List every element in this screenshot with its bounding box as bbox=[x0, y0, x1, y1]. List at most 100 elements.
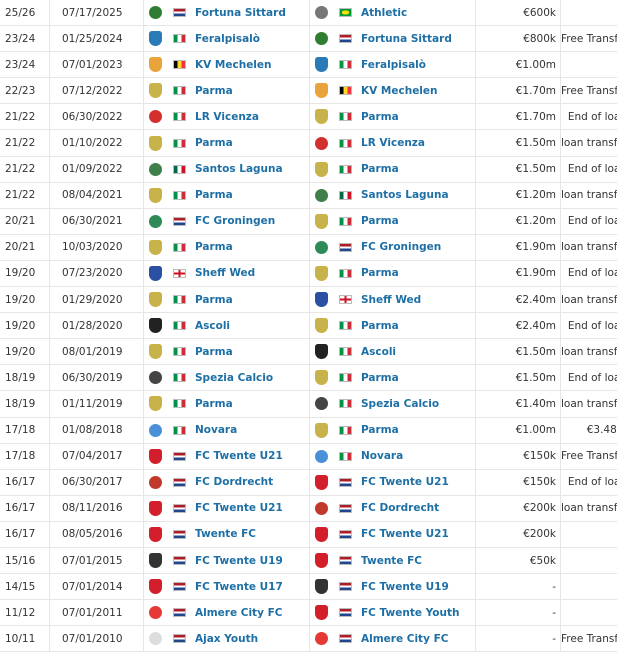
to-club-link[interactable]: KV Mechelen bbox=[361, 85, 438, 97]
club-crest-icon[interactable] bbox=[315, 423, 328, 438]
club-crest-icon[interactable] bbox=[149, 344, 162, 359]
club-crest-icon[interactable] bbox=[149, 396, 162, 411]
transfer-fee[interactable]: End of loan bbox=[561, 156, 617, 182]
transfer-fee[interactable]: End of loan bbox=[561, 260, 617, 286]
club-crest-icon[interactable] bbox=[149, 31, 162, 46]
club-crest-icon[interactable] bbox=[149, 188, 162, 203]
to-club-link[interactable]: Fortuna Sittard bbox=[361, 33, 452, 45]
club-crest-icon[interactable] bbox=[149, 318, 162, 333]
to-club-link[interactable]: Spezia Calcio bbox=[361, 398, 439, 410]
from-club-link[interactable]: Ascoli bbox=[195, 320, 230, 332]
from-club-link[interactable]: Santos Laguna bbox=[195, 163, 283, 175]
from-club-link[interactable]: Almere City FC bbox=[195, 607, 282, 619]
from-club-link[interactable]: Parma bbox=[195, 85, 233, 97]
to-club-link[interactable]: Parma bbox=[361, 163, 399, 175]
club-crest-icon[interactable] bbox=[315, 527, 328, 542]
club-crest-icon[interactable] bbox=[149, 579, 162, 594]
from-club-link[interactable]: FC Twente U21 bbox=[195, 502, 283, 514]
from-club-link[interactable]: Parma bbox=[195, 189, 233, 201]
transfer-fee[interactable]: loan transfer bbox=[561, 495, 617, 521]
club-crest-icon[interactable] bbox=[149, 83, 162, 98]
transfer-fee[interactable]: Free Transfer bbox=[561, 626, 617, 652]
from-club-link[interactable]: Sheff Wed bbox=[195, 267, 255, 279]
club-crest-icon[interactable] bbox=[315, 214, 328, 229]
club-crest-icon[interactable] bbox=[149, 606, 162, 619]
from-club-link[interactable]: Novara bbox=[195, 424, 237, 436]
to-club-link[interactable]: Twente FC bbox=[361, 555, 422, 567]
transfer-fee[interactable]: loan transfer bbox=[561, 130, 617, 156]
transfer-fee[interactable]: loan transfer bbox=[561, 391, 617, 417]
to-club-link[interactable]: FC Groningen bbox=[361, 241, 441, 253]
club-crest-icon[interactable] bbox=[315, 292, 328, 307]
club-crest-icon[interactable] bbox=[149, 632, 162, 645]
club-crest-icon[interactable] bbox=[149, 6, 162, 19]
club-crest-icon[interactable] bbox=[315, 397, 328, 410]
club-crest-icon[interactable] bbox=[315, 502, 328, 515]
club-crest-icon[interactable] bbox=[315, 6, 328, 19]
from-club-link[interactable]: Parma bbox=[195, 241, 233, 253]
to-club-link[interactable]: FC Twente U19 bbox=[361, 581, 449, 593]
club-crest-icon[interactable] bbox=[315, 109, 328, 124]
club-crest-icon[interactable] bbox=[149, 424, 162, 437]
club-crest-icon[interactable] bbox=[315, 579, 328, 594]
transfer-fee[interactable]: End of loan bbox=[561, 469, 617, 495]
transfer-fee[interactable]: loan transfer bbox=[561, 339, 617, 365]
transfer-fee[interactable]: loan transfer bbox=[561, 234, 617, 260]
club-crest-icon[interactable] bbox=[149, 553, 162, 568]
club-crest-icon[interactable] bbox=[315, 57, 328, 72]
transfer-fee[interactable]: €3.48m bbox=[561, 417, 617, 443]
from-club-link[interactable]: Parma bbox=[195, 137, 233, 149]
from-club-link[interactable]: Ajax Youth bbox=[195, 633, 258, 645]
to-club-link[interactable]: Almere City FC bbox=[361, 633, 448, 645]
club-crest-icon[interactable] bbox=[315, 605, 328, 620]
to-club-link[interactable]: Parma bbox=[361, 267, 399, 279]
to-club-link[interactable]: FC Twente U21 bbox=[361, 528, 449, 540]
club-crest-icon[interactable] bbox=[315, 137, 328, 150]
club-crest-icon[interactable] bbox=[315, 475, 328, 490]
from-club-link[interactable]: Parma bbox=[195, 294, 233, 306]
club-crest-icon[interactable] bbox=[149, 163, 162, 176]
to-club-link[interactable]: Parma bbox=[361, 372, 399, 384]
transfer-fee[interactable]: End of loan bbox=[561, 104, 617, 130]
club-crest-icon[interactable] bbox=[149, 527, 162, 542]
transfer-fee[interactable]: Free Transfer bbox=[561, 26, 617, 52]
from-club-link[interactable]: Spezia Calcio bbox=[195, 372, 273, 384]
to-club-link[interactable]: FC Twente Youth bbox=[361, 607, 459, 619]
transfer-fee[interactable]: loan transfer bbox=[561, 182, 617, 208]
from-club-link[interactable]: FC Twente U17 bbox=[195, 581, 283, 593]
to-club-link[interactable]: LR Vicenza bbox=[361, 137, 425, 149]
transfer-fee[interactable]: End of loan bbox=[561, 313, 617, 339]
to-club-link[interactable]: Athletic bbox=[361, 7, 407, 19]
transfer-fee[interactable]: Free Transfer bbox=[561, 78, 617, 104]
to-club-link[interactable]: Parma bbox=[361, 215, 399, 227]
transfer-fee[interactable]: End of loan bbox=[561, 208, 617, 234]
club-crest-icon[interactable] bbox=[315, 32, 328, 45]
club-crest-icon[interactable] bbox=[149, 136, 162, 151]
from-club-link[interactable]: Parma bbox=[195, 398, 233, 410]
club-crest-icon[interactable] bbox=[315, 189, 328, 202]
club-crest-icon[interactable] bbox=[315, 450, 328, 463]
club-crest-icon[interactable] bbox=[315, 344, 328, 359]
club-crest-icon[interactable] bbox=[149, 240, 162, 255]
from-club-link[interactable]: FC Groningen bbox=[195, 215, 275, 227]
from-club-link[interactable]: KV Mechelen bbox=[195, 59, 272, 71]
from-club-link[interactable]: FC Dordrecht bbox=[195, 476, 273, 488]
to-club-link[interactable]: Sheff Wed bbox=[361, 294, 421, 306]
from-club-link[interactable]: Fortuna Sittard bbox=[195, 7, 286, 19]
club-crest-icon[interactable] bbox=[149, 266, 162, 281]
club-crest-icon[interactable] bbox=[149, 110, 162, 123]
from-club-link[interactable]: Feralpisalò bbox=[195, 33, 260, 45]
from-club-link[interactable]: FC Twente U19 bbox=[195, 555, 283, 567]
transfer-fee[interactable]: Free Transfer bbox=[561, 443, 617, 469]
club-crest-icon[interactable] bbox=[315, 241, 328, 254]
to-club-link[interactable]: Novara bbox=[361, 450, 403, 462]
club-crest-icon[interactable] bbox=[149, 371, 162, 384]
club-crest-icon[interactable] bbox=[315, 553, 328, 568]
to-club-link[interactable]: Parma bbox=[361, 320, 399, 332]
to-club-link[interactable]: FC Twente U21 bbox=[361, 476, 449, 488]
club-crest-icon[interactable] bbox=[149, 501, 162, 516]
club-crest-icon[interactable] bbox=[315, 266, 328, 281]
club-crest-icon[interactable] bbox=[315, 83, 328, 98]
club-crest-icon[interactable] bbox=[315, 632, 328, 645]
club-crest-icon[interactable] bbox=[315, 318, 328, 333]
